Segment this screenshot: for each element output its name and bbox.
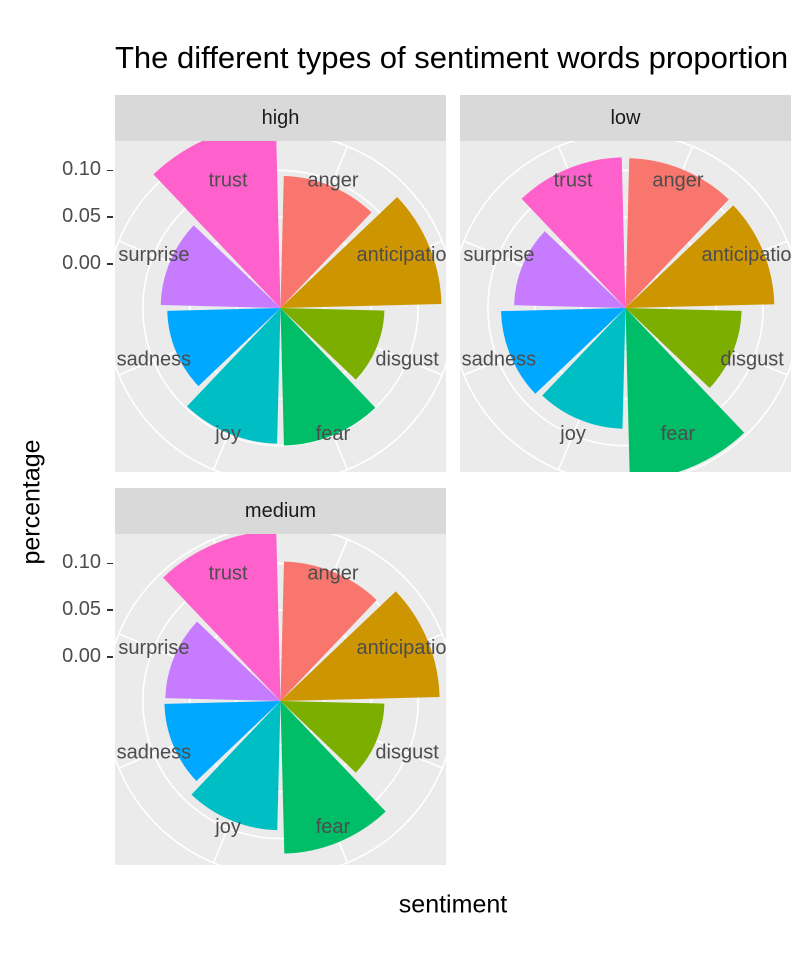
category-label-joy: joy: [214, 816, 241, 838]
wedge-anger: [280, 176, 372, 308]
grid-circle: [235, 656, 326, 746]
y-tick-mark: [107, 263, 113, 265]
y-axis-title: percentage: [17, 439, 46, 565]
grid-circle: [580, 263, 671, 353]
category-label-sadness: sadness: [117, 742, 191, 764]
category-label-sadness: sadness: [117, 349, 191, 371]
grid-circle: [142, 562, 419, 840]
y-tick-label: 0.10: [62, 158, 101, 181]
category-label-fear: fear: [661, 423, 696, 445]
wedge-joy: [191, 701, 281, 831]
category-label-fear: fear: [316, 816, 351, 838]
category-label-trust: trust: [209, 170, 248, 192]
category-label-surprise: surprise: [463, 244, 534, 266]
y-tick-mark: [107, 609, 113, 611]
facet-panel-low: anger anticipation disgust fear joy sadness su…: [460, 141, 791, 472]
category-label-anticipation: anticipation: [356, 244, 446, 266]
grid-circle: [235, 263, 326, 353]
facet-strip-medium: medium: [115, 488, 446, 534]
y-tick-mark: [107, 169, 113, 172]
grid-circle: [142, 169, 419, 447]
y-tick-mark: [107, 216, 113, 218]
category-label-disgust: disgust: [375, 742, 439, 764]
category-label-sadness: sadness: [462, 349, 537, 371]
wedge-anger: [625, 158, 729, 308]
y-tick-mark: [107, 562, 113, 565]
y-tick-mark: [107, 656, 113, 658]
wedge-surprise: [165, 621, 281, 701]
category-label-disgust: disgust: [720, 349, 784, 371]
wedge-anticipation: [280, 591, 440, 701]
wedge-fear: [280, 701, 386, 854]
category-label-fear: fear: [316, 423, 351, 445]
grid-circle: [188, 609, 373, 793]
wedge-sadness: [167, 308, 281, 387]
wedge-trust: [521, 157, 626, 308]
wedge-trust: [163, 534, 281, 701]
y-tick-label: 0.00: [62, 252, 101, 274]
wedge-fear: [280, 308, 376, 446]
facet-strip-high: high: [115, 95, 446, 141]
category-label-joy: joy: [559, 423, 586, 445]
grid-circle: [188, 216, 373, 400]
wedge-fear: [625, 308, 745, 472]
category-label-surprise: surprise: [118, 637, 189, 659]
category-label-anticipation: anticipation: [701, 244, 791, 266]
wedge-anticipation: [625, 205, 775, 308]
y-tick-label: 0.10: [62, 551, 101, 574]
wedge-anger: [280, 561, 377, 701]
wedge-disgust: [280, 701, 385, 773]
category-label-anger: anger: [307, 170, 358, 192]
facet-panel-high: anger anticipation disgust fear joy sadness su…: [115, 141, 446, 472]
grid-circle: [533, 216, 718, 400]
category-label-trust: trust: [554, 170, 593, 192]
wedge-sadness: [501, 308, 626, 394]
facet-strip-low: low: [460, 95, 791, 141]
chart-title: The different types of sentiment words p…: [115, 40, 789, 75]
wedge-trust: [153, 141, 281, 308]
wedge-joy: [542, 308, 626, 429]
category-label-anticipation: anticipation: [356, 637, 446, 659]
category-label-surprise: surprise: [118, 244, 189, 266]
category-label-joy: joy: [214, 423, 241, 445]
wedge-disgust: [280, 308, 385, 380]
grid-circle: [487, 169, 764, 447]
wedge-anticipation: [280, 197, 442, 308]
category-label-disgust: disgust: [375, 349, 439, 371]
category-label-trust: trust: [209, 563, 248, 585]
category-label-anger: anger: [307, 563, 358, 585]
wedge-disgust: [625, 308, 742, 388]
facet-panel-medium: anger anticipation disgust fear joy sadness su…: [115, 534, 446, 865]
wedge-joy: [186, 308, 281, 444]
category-label-anger: anger: [652, 170, 703, 192]
wedge-surprise: [160, 225, 281, 308]
y-tick-label: 0.00: [62, 645, 101, 667]
wedge-sadness: [164, 701, 281, 781]
wedge-surprise: [514, 231, 626, 308]
y-tick-label: 0.05: [62, 205, 101, 228]
y-tick-label: 0.05: [62, 598, 101, 621]
x-axis-title: sentiment: [398, 890, 508, 919]
